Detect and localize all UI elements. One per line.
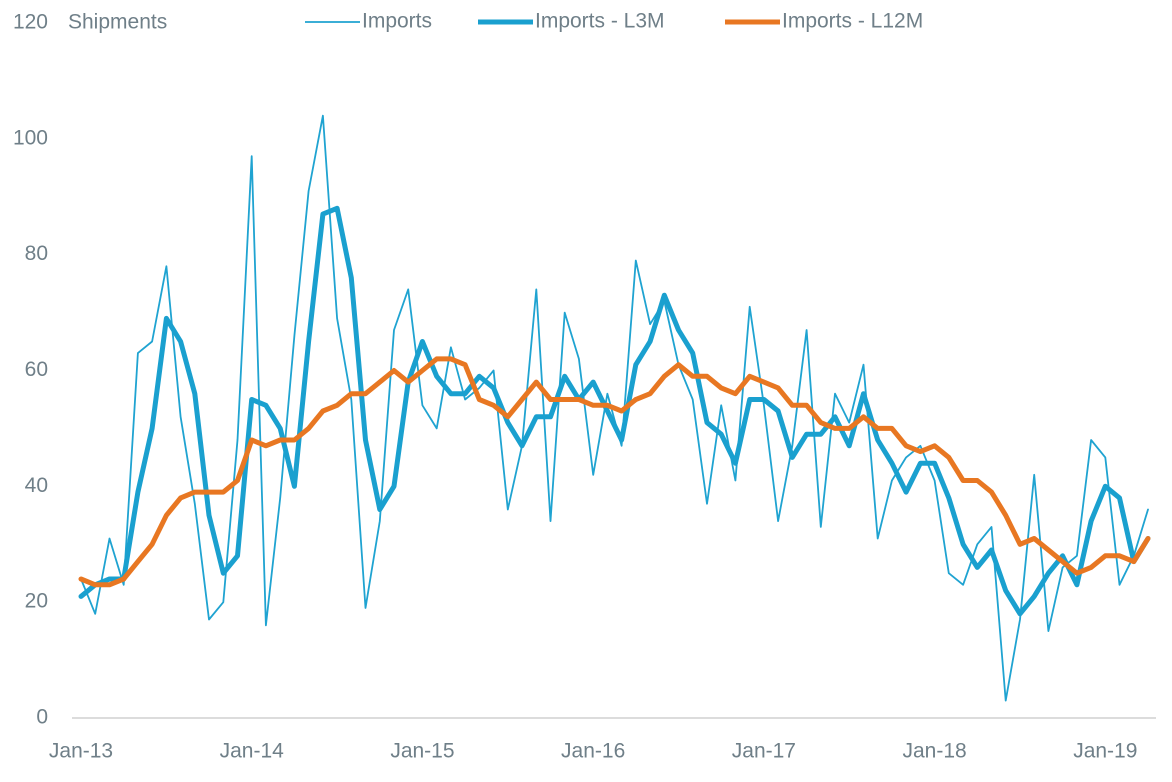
x-tick-label: Jan-16: [561, 740, 625, 763]
series-line: [78, 205, 1151, 617]
x-tick-label: Jan-17: [732, 740, 796, 763]
legend-label: Imports - L3M: [535, 10, 665, 33]
y-tick-label: 120: [13, 11, 48, 34]
x-tick-label: Jan-13: [49, 740, 113, 763]
x-tick-label: Jan-18: [902, 740, 966, 763]
y-axis-label: Shipments: [68, 11, 167, 34]
x-tick-label: Jan-14: [220, 740, 285, 763]
y-tick-label: 80: [25, 242, 48, 265]
y-tick-label: 20: [25, 590, 48, 613]
y-tick-label: 0: [36, 706, 48, 729]
y-tick-label: 100: [13, 126, 48, 149]
x-tick-label: Jan-19: [1073, 740, 1137, 763]
series-line: [80, 114, 1149, 702]
y-tick-label: 40: [25, 474, 48, 497]
y-tick-label: 60: [25, 358, 48, 381]
series-line: [78, 356, 1151, 588]
legend-label: Imports - L12M: [782, 10, 923, 33]
legend-label: Imports: [362, 10, 432, 33]
x-tick-label: Jan-15: [390, 740, 454, 763]
